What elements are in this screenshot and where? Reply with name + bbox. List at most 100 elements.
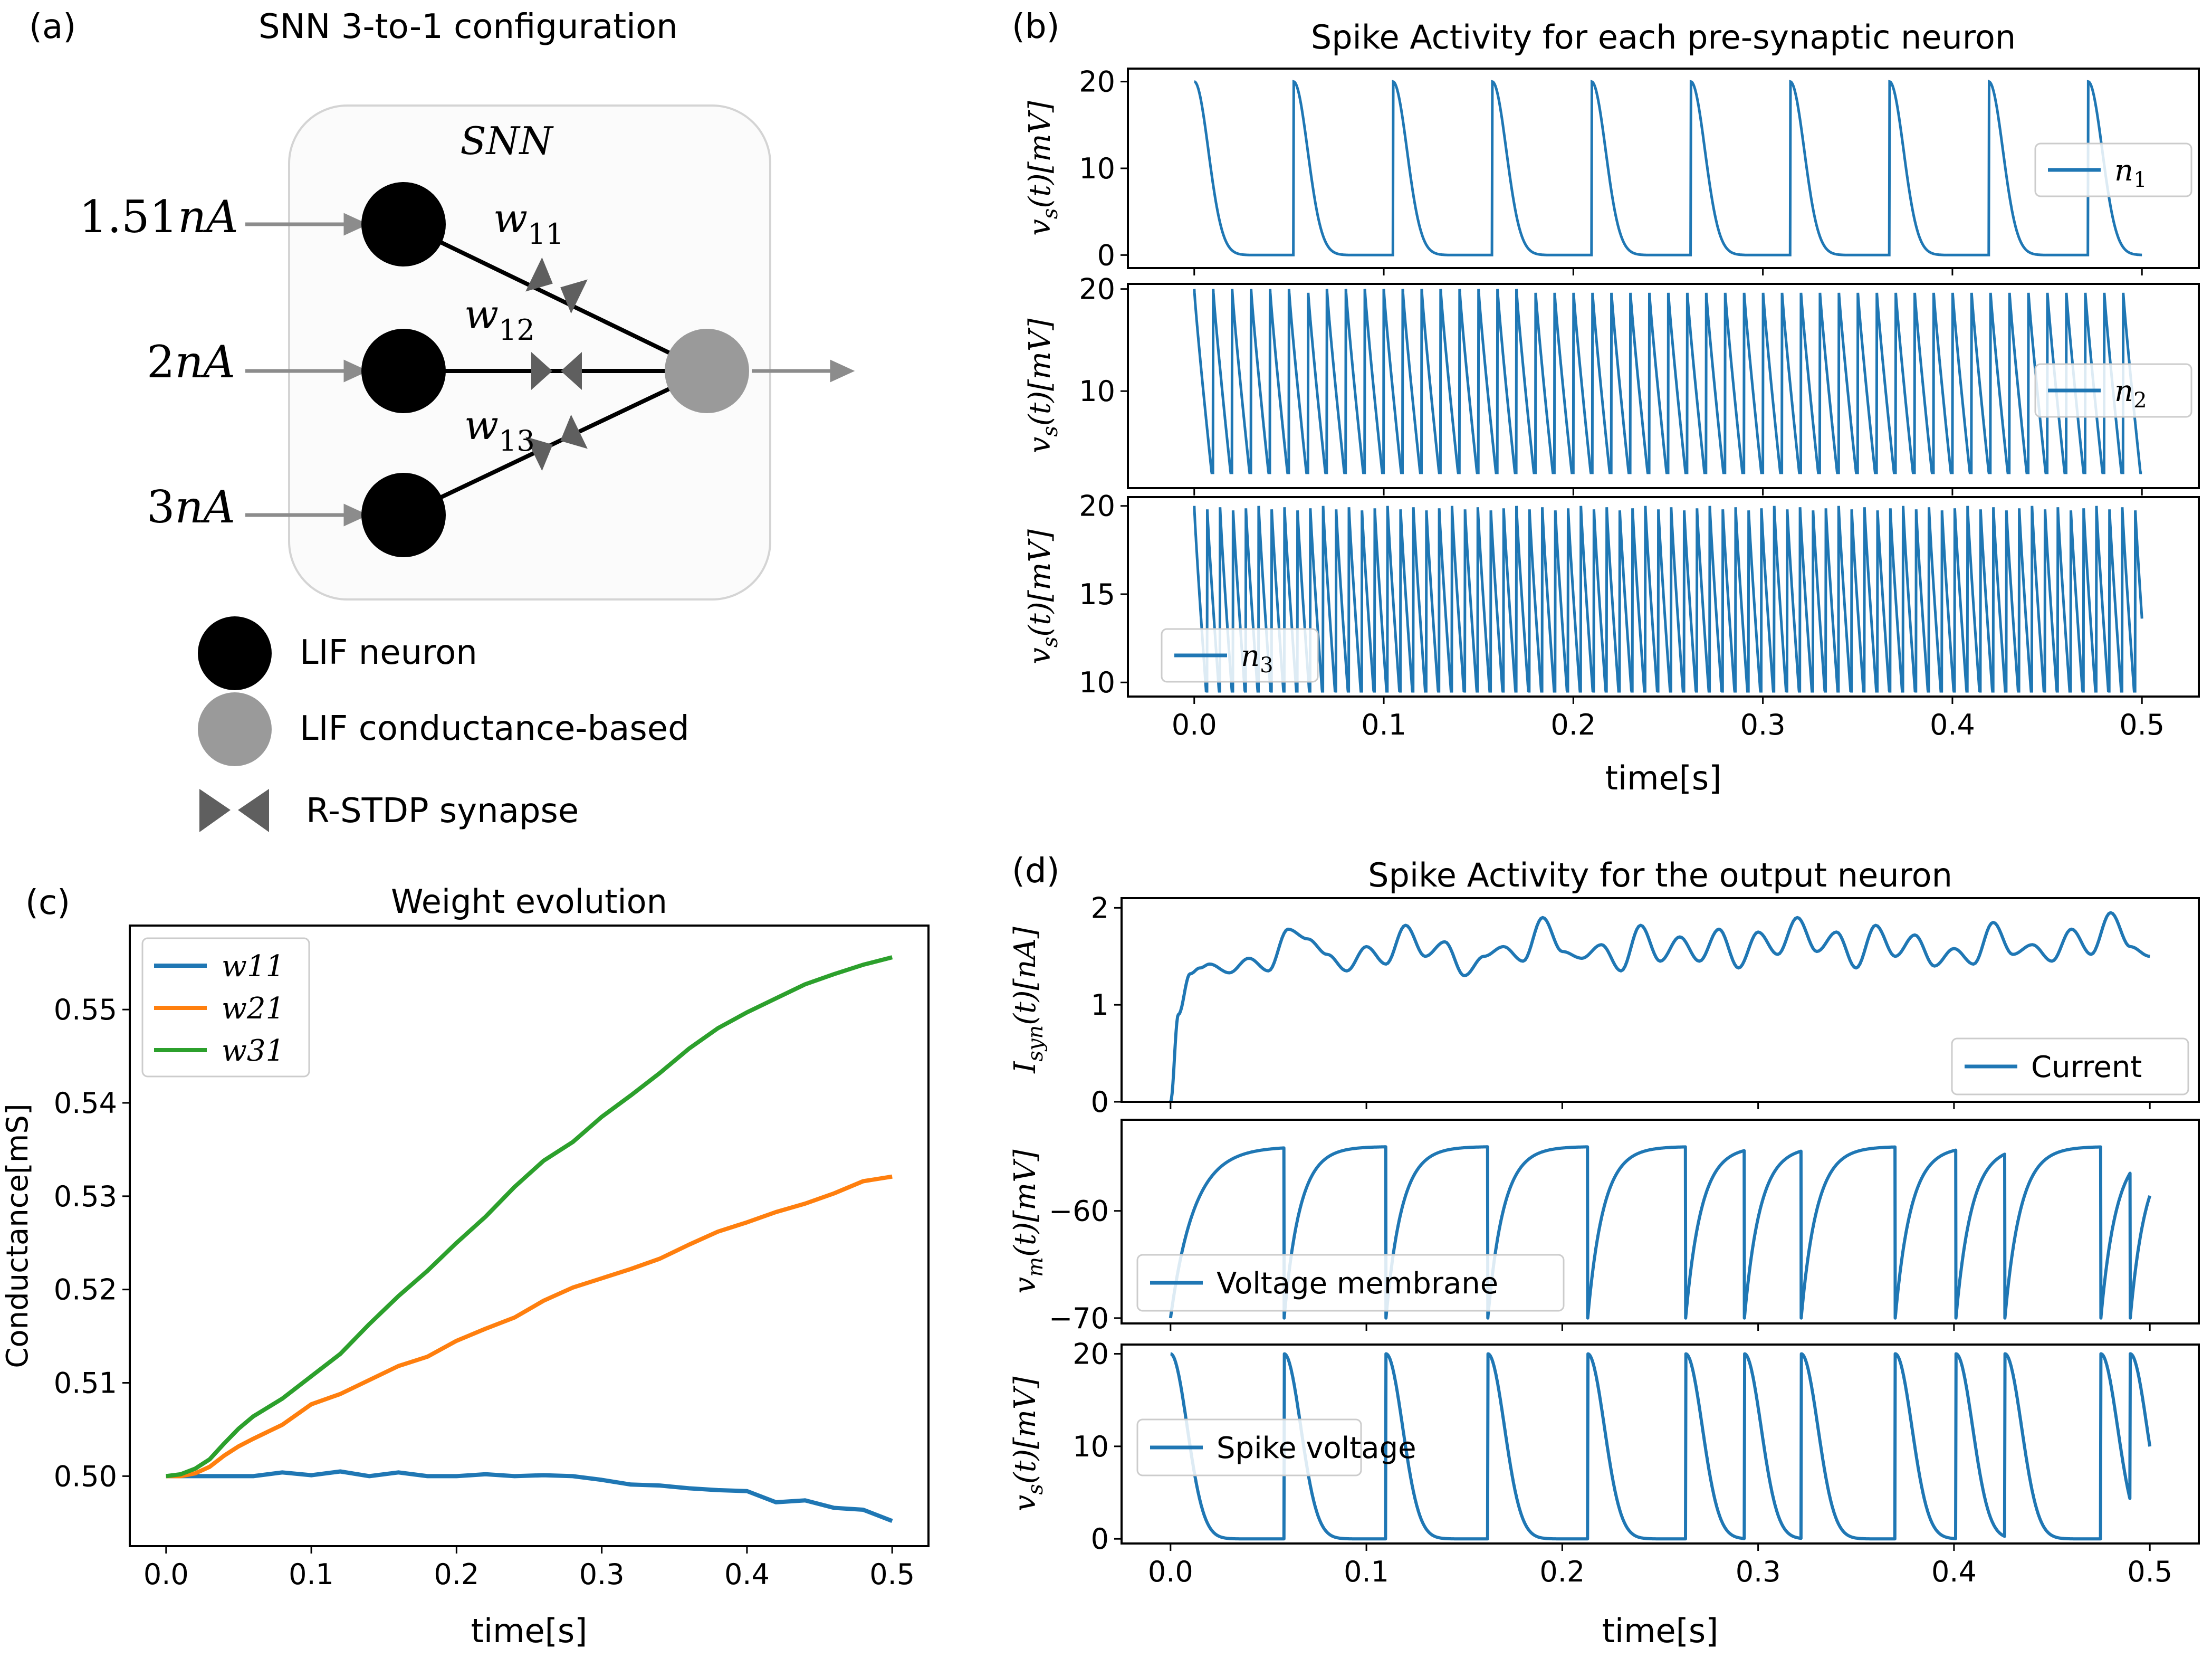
lif-neuron-3 xyxy=(361,473,446,557)
chart-d-sub3-legend-box xyxy=(1136,1418,1362,1476)
chart-d-sub1-legend-box xyxy=(1951,1037,2189,1095)
chart-c-legend-label-w21: w21 xyxy=(222,992,284,1026)
chart-d-title: Spike Activity for the output neuron xyxy=(1368,856,1952,894)
panel-a-title: SNN 3-to-1 configuration xyxy=(258,7,678,46)
chart-d-sub2-series-line xyxy=(1169,1145,2152,1320)
chart-b-sub2-ytick-label-0: 10 xyxy=(1079,375,1115,408)
synapse-glyphs xyxy=(525,257,588,471)
chart-d-sub1-legend-label: Current xyxy=(2031,1050,2142,1084)
input-label-3: 3nA xyxy=(147,481,235,533)
chart-d-sub3-ytick-label-0: 0 xyxy=(1091,1522,1109,1556)
chart-d-sub1-ytick-label-1: 1 xyxy=(1091,988,1109,1022)
chart-c-legend-label-w31: w31 xyxy=(222,1034,284,1068)
chart-c-legend-box xyxy=(141,937,310,1078)
chart-b-sub2-legend-box xyxy=(2034,363,2192,418)
chart-b-sub3-legend-box xyxy=(1161,628,1319,683)
chart-d-xlabel: time[s] xyxy=(1602,1612,1719,1650)
chart-c-series-w11 xyxy=(166,1469,893,1523)
chart-d-sub2-legend-box xyxy=(1136,1254,1565,1312)
chart-b-sub1-ytick-label-1: 10 xyxy=(1079,152,1115,185)
chart-d-sub1-ylabel: Isyn(t)[nA] xyxy=(1008,927,1048,1074)
chart-d-sub1: 0 1 2 Isyn(t)[nA] Current xyxy=(1008,891,2200,1119)
chart-d-sub3-ylabel: vs(t)[mV] xyxy=(1008,1377,1048,1512)
chart-d: Spike Activity for the output neuron 0 1 2 I… xyxy=(1008,856,2200,1650)
chart-b-sub1-ytick-label-0: 0 xyxy=(1097,239,1115,272)
chart-b-sub3-ytick-label-2: 20 xyxy=(1079,490,1115,523)
panel-c-label: (c) xyxy=(25,883,70,922)
input-arrows xyxy=(245,213,855,527)
chart-c-xtick-label-3: 0.3 xyxy=(579,1558,625,1591)
lif-neuron-1 xyxy=(361,182,446,266)
chart-d-sub3-series-line xyxy=(1169,1352,2152,1541)
chart-b-xlabel: time[s] xyxy=(1605,759,1722,797)
input-arrowhead-1 xyxy=(343,213,369,236)
chart-c-xlabel: time[s] xyxy=(471,1612,588,1650)
synapse-line-1 xyxy=(403,222,708,373)
chart-c-ytick-label-5: 0.55 xyxy=(54,993,117,1026)
chart-d-sub1-series-line xyxy=(1169,911,2150,1102)
synapse-line-3 xyxy=(403,369,708,517)
chart-b-sub3-axes xyxy=(1127,496,2200,698)
chart-b: Spike Activity for each pre-synaptic neu… xyxy=(1023,18,2200,797)
chart-c-series-w21 xyxy=(166,1174,893,1479)
chart-d-sub3-ytick-label-2: 20 xyxy=(1073,1338,1109,1371)
legend-lif-neuron: LIF neuron xyxy=(300,633,477,672)
snn-box-title: SNN xyxy=(460,119,554,163)
chart-c-ylabel: Conductance[mS] xyxy=(1,1103,35,1368)
input-arrowhead-3 xyxy=(343,503,369,527)
chart-c-xtick-label-2: 0.2 xyxy=(434,1558,479,1591)
chart-d-sub3-axes xyxy=(1121,1343,2200,1545)
synapse-glyph-3 xyxy=(525,414,588,471)
chart-b-title: Spike Activity for each pre-synaptic neu… xyxy=(1311,18,2016,56)
chart-d-sub2-ylabel: vm(t)[mV] xyxy=(1008,1149,1048,1293)
output-neuron xyxy=(665,329,749,413)
chart-b-sub3-ytick-label-1: 15 xyxy=(1079,578,1115,611)
chart-d-sub3-xtick-label-1: 0.1 xyxy=(1344,1555,1389,1588)
chart-c-title: Weight evolution xyxy=(391,882,667,921)
chart-b-sub2-ytick-label-1: 20 xyxy=(1079,273,1115,306)
chart-c-series-w31 xyxy=(166,955,893,1479)
chart-b-sub1: 0 10 20 vs(t)[mV] n1 xyxy=(1023,65,2200,275)
chart-c-ytick-label-1: 0.51 xyxy=(54,1367,117,1400)
chart-d-sub3-legend-label: Spike voltage xyxy=(1217,1431,1416,1465)
input-label-2: 2nA xyxy=(147,336,235,388)
chart-b-sub1-legend-label: n1 xyxy=(2114,154,2147,192)
legend-rstdp-synapse: R-STDP synapse xyxy=(306,792,579,831)
chart-d-sub3-xtick-label-0: 0.0 xyxy=(1148,1555,1193,1588)
input-label-1: 1.51nA xyxy=(79,191,238,243)
chart-b-sub2-series-line xyxy=(1193,289,2142,474)
legend-rstdp-marker xyxy=(199,789,269,832)
chart-d-sub3-xtick-label-2: 0.2 xyxy=(1539,1555,1585,1588)
chart-c-xtick-label-4: 0.4 xyxy=(724,1558,770,1591)
chart-b-sub3-series-line xyxy=(1193,506,2143,693)
legend-lif-conductance-marker xyxy=(198,692,272,766)
chart-b-sub3-ytick-label-0: 10 xyxy=(1079,666,1115,699)
chart-c: Weight evolution 0.50 0.51 0.52 0.53 0.54 0.55… xyxy=(1,882,930,1650)
chart-b-sub3-xtick-label-4: 0.4 xyxy=(1930,708,1975,741)
chart-d-sub1-axes xyxy=(1121,897,2200,1103)
chart-c-xtick-label-5: 0.5 xyxy=(869,1558,915,1591)
chart-b-sub1-series-line xyxy=(1194,79,2142,256)
panel-d-label: (d) xyxy=(1012,852,1060,891)
chart-d-sub3: 0 10 20 vs(t)[mV] 0.0 0.1 0.2 0.3 0.4 0.5 Spike vo… xyxy=(1008,1338,2200,1588)
chart-b-sub3-xtick-label-0: 0.0 xyxy=(1172,708,1217,741)
synapse-glyph-2 xyxy=(531,352,582,390)
panel-b-label: (b) xyxy=(1012,7,1060,46)
output-arrowhead xyxy=(830,359,855,383)
chart-b-sub2-axes xyxy=(1127,283,2200,489)
chart-d-sub2-ytick-label-0: −60 xyxy=(1049,1195,1109,1228)
chart-d-sub3-xtick-label-3: 0.3 xyxy=(1736,1555,1781,1588)
panel-a-label: (a) xyxy=(29,7,76,46)
panel-a: (a) SNN 3-to-1 configuration SNN 1.51nA … xyxy=(29,7,855,832)
legend-lif-conductance: LIF conductance-based xyxy=(300,709,690,748)
chart-d-sub3-xtick-label-5: 0.5 xyxy=(2127,1555,2172,1588)
input-arrowhead-2 xyxy=(343,359,369,383)
chart-b-sub3-xtick-label-1: 0.1 xyxy=(1361,708,1406,741)
chart-b-sub3-xtick-label-2: 0.2 xyxy=(1550,708,1596,741)
chart-d-sub2-legend-label: Voltage membrane xyxy=(1217,1266,1498,1301)
chart-c-ytick-label-4: 0.54 xyxy=(54,1087,117,1120)
chart-c-xtick-label-0: 0.0 xyxy=(143,1558,189,1591)
